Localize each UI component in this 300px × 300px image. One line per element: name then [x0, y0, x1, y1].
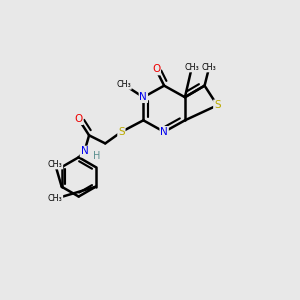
Text: O: O — [74, 114, 83, 124]
Text: N: N — [160, 127, 168, 137]
Text: O: O — [152, 64, 160, 74]
Text: N: N — [81, 146, 88, 157]
Text: S: S — [118, 127, 125, 137]
Text: S: S — [214, 100, 220, 110]
Text: CH₃: CH₃ — [48, 194, 62, 203]
Text: N: N — [140, 92, 147, 102]
Text: H: H — [94, 151, 101, 161]
Text: CH₃: CH₃ — [202, 63, 217, 72]
Text: CH₃: CH₃ — [48, 160, 62, 169]
Text: CH₃: CH₃ — [116, 80, 131, 89]
Text: CH₃: CH₃ — [184, 63, 199, 72]
